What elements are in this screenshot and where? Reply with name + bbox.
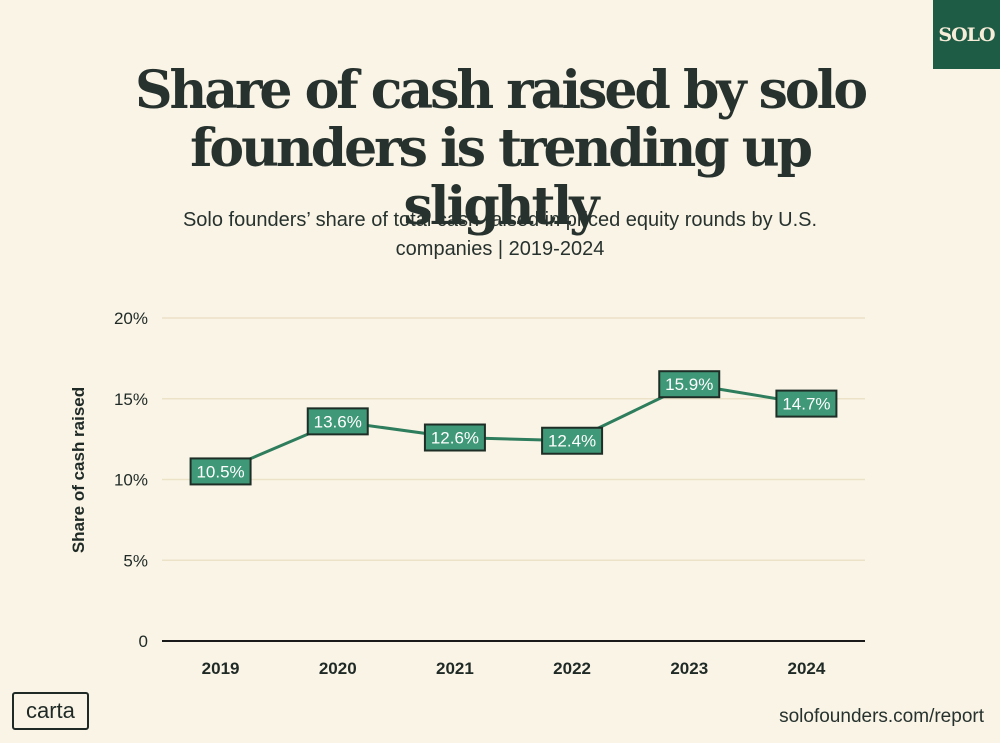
y-tick-label: 10% bbox=[114, 471, 148, 490]
data-label: 13.6% bbox=[306, 407, 369, 436]
data-label: 15.9% bbox=[658, 370, 721, 399]
data-label-box bbox=[189, 457, 252, 486]
data-label-box bbox=[541, 426, 604, 455]
data-label-text: 15.9% bbox=[665, 375, 713, 394]
y-tick-label: 15% bbox=[114, 390, 148, 409]
carta-logo: carta bbox=[12, 692, 89, 730]
data-label: 12.6% bbox=[423, 423, 486, 452]
y-tick-label: 5% bbox=[123, 551, 148, 570]
y-tick-label: 0 bbox=[139, 632, 148, 651]
y-axis-label: Share of cash raised bbox=[69, 387, 88, 553]
y-tick-label: 20% bbox=[114, 309, 148, 328]
data-label-text: 13.6% bbox=[314, 412, 362, 431]
x-tick-label: 2023 bbox=[670, 659, 708, 678]
data-label-text: 12.4% bbox=[548, 432, 596, 451]
x-tick-label: 2020 bbox=[319, 659, 357, 678]
x-tick-label: 2019 bbox=[202, 659, 240, 678]
y-tick-labels: 0 5% 10% 15% 20% bbox=[114, 309, 148, 651]
chart-subtitle: Solo founders’ share of total cash raise… bbox=[182, 209, 818, 260]
data-label-text: 10.5% bbox=[196, 462, 244, 481]
footer-url: solofounders.com/report bbox=[779, 706, 984, 727]
data-labels: 10.5% 13.6% 12.6% 12.4% 15.9% 14.7% bbox=[189, 370, 838, 486]
data-label: 10.5% bbox=[189, 457, 252, 486]
chart-title: Share of cash raised by solo founders is… bbox=[134, 60, 868, 237]
x-tick-labels: 2019 2020 2021 2022 2023 2024 bbox=[202, 659, 826, 678]
x-tick-label: 2021 bbox=[436, 659, 474, 678]
data-label-text: 14.7% bbox=[782, 395, 830, 414]
grid-lines bbox=[162, 317, 865, 561]
data-label-box bbox=[775, 389, 838, 418]
x-tick-label: 2024 bbox=[788, 659, 826, 678]
solo-badge: SOLO bbox=[933, 0, 1000, 69]
x-tick-label: 2022 bbox=[553, 659, 591, 678]
data-label: 14.7% bbox=[775, 389, 838, 418]
data-label-box bbox=[306, 407, 369, 436]
data-label-box bbox=[658, 370, 721, 399]
data-label-box bbox=[423, 423, 486, 452]
data-label-text: 12.6% bbox=[431, 429, 479, 448]
data-label: 12.4% bbox=[541, 426, 604, 455]
